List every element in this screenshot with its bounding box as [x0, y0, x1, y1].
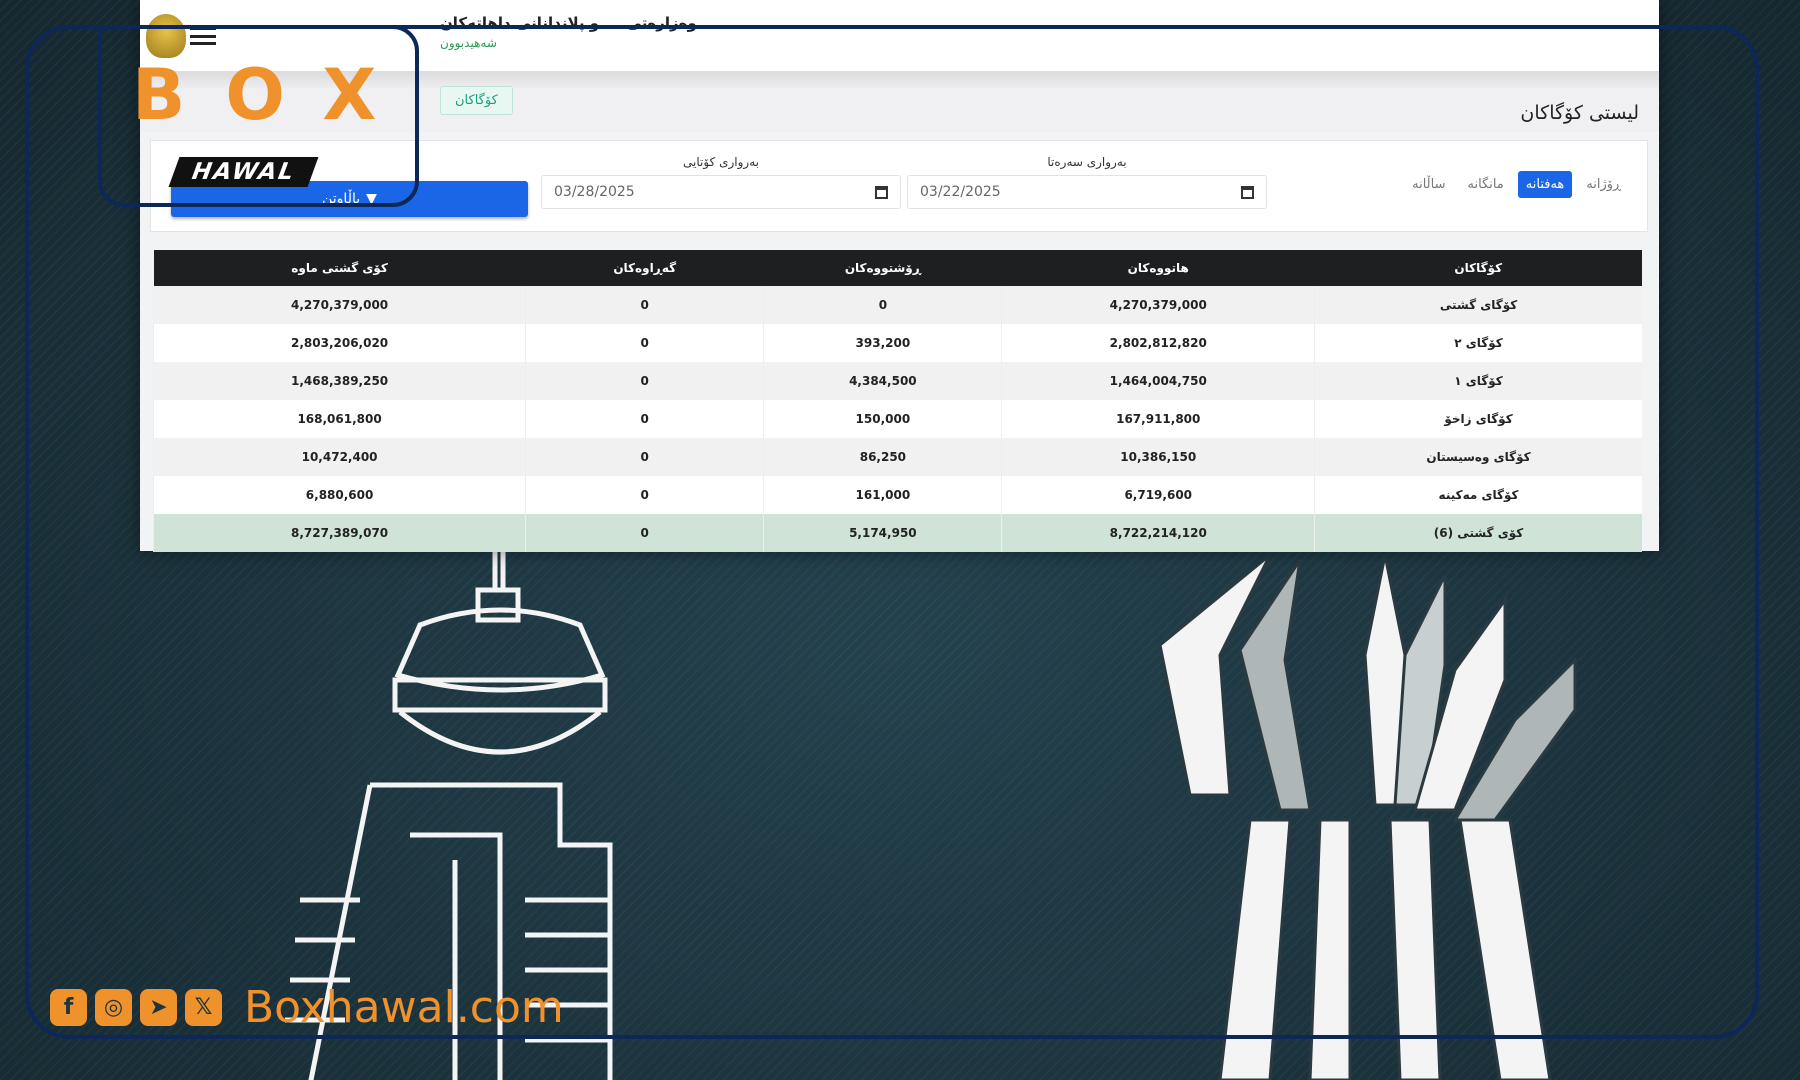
- table-header: کۆگاکان هاتووەکان ڕۆشتووەکان گەڕاوەکان ک…: [153, 250, 1642, 286]
- table-cell: کۆی گشتی (6): [1314, 514, 1642, 552]
- app-screenshot: وەزارەتی ... و پلاندانانی داهاتەکان شەهی…: [140, 0, 1659, 552]
- table-cell: 0: [525, 438, 764, 476]
- table-row: کۆگای وەسیستان 10,386,150 86,250 0 10,472,40…: [152, 438, 1642, 476]
- start-date-value: 03/22/2025: [920, 184, 1001, 200]
- table-cell: 6,880,600: [152, 476, 526, 514]
- table-cell: 8,727,389,070: [152, 514, 526, 552]
- column-header: ڕۆشتووەکان: [763, 250, 1002, 286]
- table-cell: 2,803,206,020: [152, 324, 526, 362]
- table-cell: 1,468,389,250: [152, 362, 526, 400]
- table-cell: 10,386,150: [1001, 438, 1315, 476]
- start-date-field: بەرواری سەرەتا 03/22/2025: [907, 155, 1267, 209]
- table-cell: 4,384,500: [763, 362, 1002, 400]
- table-cell: 4,270,379,000: [1001, 286, 1315, 324]
- logo-text: BOX: [132, 54, 417, 136]
- table-cell: 8,722,214,120: [1001, 514, 1315, 552]
- table-cell: کۆگای وەسیستان: [1314, 438, 1642, 476]
- table-cell: 0: [763, 286, 1002, 324]
- table-cell: کۆگای ٢: [1314, 324, 1642, 362]
- calendar-icon[interactable]: [1241, 185, 1254, 199]
- table-cell: 0: [525, 400, 764, 438]
- period-yearly[interactable]: ساڵانە: [1412, 177, 1446, 192]
- column-header: گەڕاوەکان: [525, 250, 764, 286]
- table-cell: کۆگای گشتی: [1314, 286, 1642, 324]
- table-row: کۆگای ١ 1,464,004,750 4,384,500 0 1,468,389,…: [152, 362, 1642, 400]
- table-row: کۆگای زاخۆ 167,911,800 150,000 0 168,061,800: [152, 400, 1642, 438]
- table-cell: 10,472,400: [152, 438, 526, 476]
- table-cell: 1,464,004,750: [1001, 362, 1315, 400]
- table-total-row: کۆی گشتی (6) 8,722,214,120 5,174,950 0 8,727…: [152, 514, 1642, 552]
- table-cell: 0: [525, 286, 764, 324]
- table-cell: 0: [525, 324, 764, 362]
- end-date-field: بەرواری کۆتایی 03/28/2025: [541, 155, 901, 209]
- table-row: کۆگای ٢ 2,802,812,820 393,200 0 2,803,206,02…: [152, 324, 1642, 362]
- end-date-value: 03/28/2025: [554, 184, 635, 200]
- app-title: وەزارەتی ... و پلاندانانی داهاتەکان: [440, 14, 697, 32]
- app-brand: وەزارەتی ... و پلاندانانی داهاتەکان شەهی…: [440, 14, 697, 50]
- warehouse-table: کۆگاکان هاتووەکان ڕۆشتووەکان گەڕاوەکان ک…: [152, 250, 1642, 552]
- table-cell: 6,719,600: [1001, 476, 1315, 514]
- funnel-icon: ▼: [366, 191, 377, 207]
- table-cell: کۆگای زاخۆ: [1314, 400, 1642, 438]
- footer: f ◎ ➤ 𝕏 Boxhawal.com: [50, 982, 564, 1033]
- table-cell: 161,000: [763, 476, 1002, 514]
- facebook-icon[interactable]: f: [50, 989, 87, 1026]
- period-selector: ڕۆژانە هەفتانە مانگانە ساڵانە: [1404, 171, 1629, 198]
- table-cell: 167,911,800: [1001, 400, 1315, 438]
- app-subtitle: شەهیدبوون: [440, 36, 497, 50]
- start-date-input[interactable]: 03/22/2025: [907, 175, 1267, 209]
- table-row: کۆگای مەکینە 6,719,600 161,000 0 6,880,600: [152, 476, 1642, 514]
- table-cell: 0: [525, 476, 764, 514]
- x-icon[interactable]: 𝕏: [185, 989, 222, 1026]
- monument-illustration: [1158, 553, 1577, 1080]
- telegram-icon[interactable]: ➤: [140, 989, 177, 1026]
- period-weekly[interactable]: هەفتانە: [1517, 171, 1573, 198]
- table-cell: کۆگای ١: [1314, 362, 1642, 400]
- table-cell: 168,061,800: [152, 400, 526, 438]
- page-title: لیستی کۆگاکان: [1520, 102, 1639, 124]
- table-cell: 4,270,379,000: [152, 286, 526, 324]
- table-cell: 150,000: [763, 400, 1002, 438]
- end-date-label: بەرواری کۆتایی: [683, 155, 759, 169]
- end-date-input[interactable]: 03/28/2025: [541, 175, 901, 209]
- instagram-icon[interactable]: ◎: [95, 989, 132, 1026]
- calendar-icon[interactable]: [875, 185, 888, 199]
- title-bar: لیستی کۆگاکان کۆگاکان: [140, 72, 1659, 132]
- table-row: کۆگای گشتی 4,270,379,000 0 0 4,270,379,000: [152, 286, 1642, 324]
- period-monthly[interactable]: مانگانە: [1467, 177, 1504, 192]
- column-header: هاتووەکان: [1001, 250, 1315, 286]
- table-cell: کۆگای مەکینە: [1314, 476, 1642, 514]
- warehouses-button[interactable]: کۆگاکان: [440, 86, 513, 115]
- logo-subtext: HAWAL: [168, 157, 319, 187]
- website-link[interactable]: Boxhawal.com: [244, 982, 564, 1033]
- start-date-label: بەرواری سەرەتا: [1047, 155, 1127, 169]
- boxhawal-logo: BOX HAWAL: [98, 25, 419, 207]
- table-cell: 86,250: [763, 438, 1002, 476]
- table-cell: 2,802,812,820: [1001, 324, 1315, 362]
- column-header: کۆی گشتی ماوە: [153, 250, 526, 286]
- table-cell: 0: [525, 514, 764, 552]
- table-cell: 5,174,950: [763, 514, 1002, 552]
- table-cell: 393,200: [763, 324, 1002, 362]
- emblem-icon: [146, 14, 186, 58]
- filter-button[interactable]: ▼ پاڵاوتن: [171, 181, 528, 217]
- tower-illustration: [285, 520, 613, 1080]
- column-header: کۆگاکان: [1314, 250, 1642, 286]
- period-daily[interactable]: ڕۆژانە: [1586, 177, 1621, 192]
- table-cell: 0: [525, 362, 764, 400]
